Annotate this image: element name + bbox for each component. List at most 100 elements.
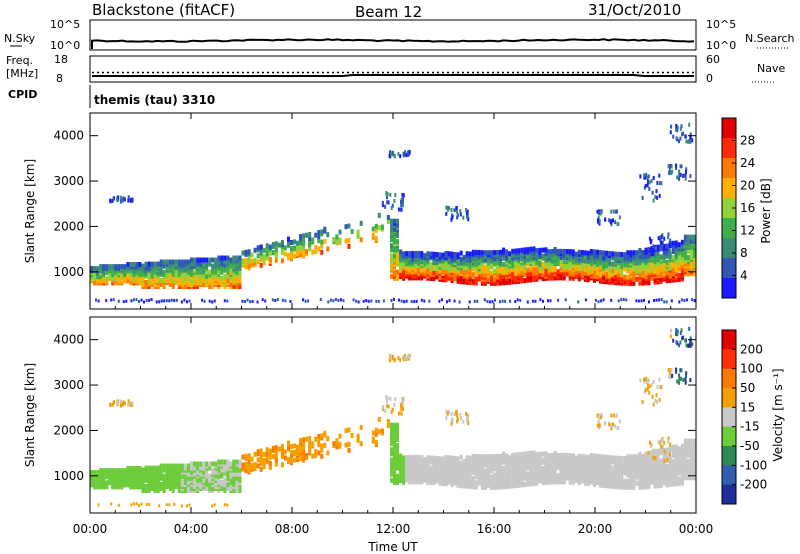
power-cell xyxy=(95,298,97,302)
power-cell xyxy=(190,282,193,287)
velocity-cell xyxy=(535,470,539,476)
power-cell xyxy=(519,299,522,302)
velocity-cell xyxy=(680,447,684,453)
power-cell xyxy=(466,215,468,220)
power-cell xyxy=(396,218,399,224)
power-cell xyxy=(586,254,590,260)
power-cell xyxy=(391,203,394,208)
power-cell xyxy=(653,267,657,273)
velocity-cell xyxy=(188,503,191,507)
velocity-cell xyxy=(611,471,615,477)
power-cell xyxy=(459,269,463,274)
power-cell xyxy=(359,237,363,243)
velocity-cell xyxy=(605,454,609,460)
velocity-cell xyxy=(268,448,272,454)
velocity-cell xyxy=(505,473,509,479)
power-cell xyxy=(435,260,439,266)
velocity-cell xyxy=(223,503,226,507)
power-cell xyxy=(390,299,393,302)
velocity-cell xyxy=(577,470,581,476)
power-cell xyxy=(557,298,560,302)
power-cell xyxy=(648,180,651,185)
power-cell xyxy=(262,260,266,266)
velocity-cell xyxy=(235,486,239,491)
velocity-cell xyxy=(445,409,448,414)
freq-frame xyxy=(89,55,697,83)
power-cell xyxy=(547,265,551,271)
velocity-cell xyxy=(447,479,451,485)
power-cell xyxy=(302,233,306,239)
power-cell xyxy=(658,193,661,198)
power-cell xyxy=(658,298,661,302)
power-cell xyxy=(550,249,554,254)
power-cell xyxy=(656,244,660,250)
velocity-cell xyxy=(111,468,115,474)
power-cell xyxy=(390,253,393,259)
power-cell xyxy=(453,299,456,303)
velocity-cell xyxy=(396,463,399,469)
power-cell xyxy=(183,298,186,302)
velocity-cell xyxy=(669,442,672,447)
velocity-cell xyxy=(538,451,542,457)
power-cell xyxy=(456,258,460,264)
power-cell xyxy=(299,240,303,246)
time-axis-tick-label: 16:00 xyxy=(477,522,512,536)
power-cell xyxy=(480,272,484,278)
velocity-cell xyxy=(214,473,218,479)
power-cell xyxy=(403,300,406,304)
velocity-cell xyxy=(387,404,390,409)
velocity-cell xyxy=(493,472,496,478)
power-cell xyxy=(123,264,127,270)
power-cell xyxy=(229,275,233,281)
velocity-cell xyxy=(654,450,657,455)
velocity-cell xyxy=(654,456,657,461)
power-cell xyxy=(640,299,643,303)
velocity-cell xyxy=(486,454,490,460)
power-cell xyxy=(453,252,457,257)
power-cell xyxy=(403,152,406,157)
velocity-cell xyxy=(665,463,669,469)
power-cell xyxy=(249,300,252,304)
power-cell xyxy=(177,259,181,265)
power-cell xyxy=(632,250,636,256)
power-cell xyxy=(168,273,172,279)
velocity-cell xyxy=(623,478,627,484)
velocity-cell xyxy=(652,380,655,384)
velocity-cell xyxy=(138,484,142,490)
power-cell xyxy=(289,300,292,303)
power-cell xyxy=(459,275,463,281)
power-cell xyxy=(486,260,490,266)
time-axis-tick-label: 00:00 xyxy=(679,522,714,536)
velocity-cell xyxy=(202,461,206,467)
velocity-cell xyxy=(465,473,469,479)
power-cell xyxy=(296,246,299,252)
velocity-cell xyxy=(689,378,692,383)
velocity-cell xyxy=(638,452,642,457)
velocity-cell xyxy=(397,355,400,360)
power-cell xyxy=(539,298,542,302)
velocity-cell xyxy=(380,428,384,434)
velocity-cell xyxy=(620,474,624,480)
power-cell xyxy=(144,280,148,285)
velocity-cell xyxy=(196,481,200,487)
power-cell xyxy=(235,282,239,287)
velocity-cell xyxy=(402,455,406,461)
power-cell xyxy=(268,256,272,262)
velocity-cell xyxy=(393,403,396,407)
power-cell xyxy=(384,204,387,209)
velocity-cell xyxy=(135,466,139,471)
power-cell xyxy=(638,280,642,286)
power-cell xyxy=(145,299,148,302)
velocity-cell xyxy=(213,503,216,507)
power-cell xyxy=(465,251,469,257)
power-cell xyxy=(602,274,606,280)
power-cell xyxy=(565,271,569,277)
power-cell xyxy=(323,238,327,244)
power-cell xyxy=(663,236,666,241)
velocity-cell xyxy=(402,406,404,411)
power-cell xyxy=(105,270,109,276)
velocity-cell xyxy=(675,331,678,336)
power-cell xyxy=(471,249,475,255)
velocity-cell xyxy=(598,415,600,420)
power-cell xyxy=(130,299,133,303)
